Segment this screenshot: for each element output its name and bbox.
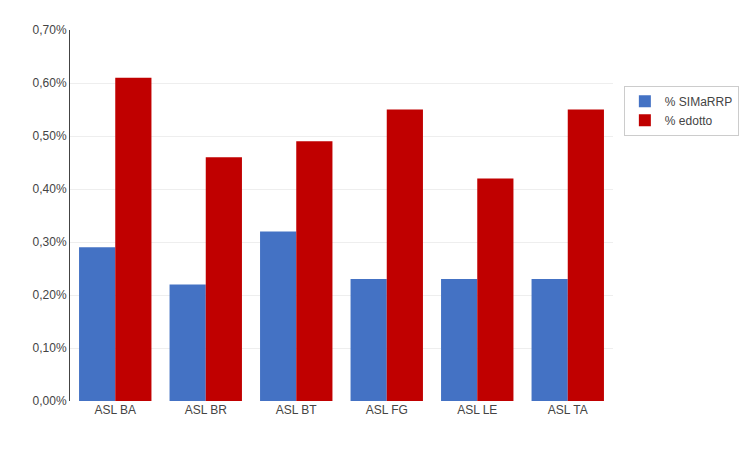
svg-text:% SIMaRRP: % SIMaRRP — [665, 95, 732, 109]
svg-text:ASL FG: ASL FG — [366, 403, 408, 417]
svg-text:0,30%: 0,30% — [33, 235, 67, 249]
svg-text:0,50%: 0,50% — [33, 129, 67, 143]
svg-text:0,70%: 0,70% — [33, 23, 67, 37]
svg-text:0,10%: 0,10% — [33, 341, 67, 355]
svg-text:0,20%: 0,20% — [33, 288, 67, 302]
svg-text:0,60%: 0,60% — [33, 76, 67, 90]
svg-text:ASL TA: ASL TA — [548, 403, 588, 417]
svg-text:ASL BR: ASL BR — [185, 403, 228, 417]
svg-text:0,40%: 0,40% — [33, 182, 67, 196]
svg-text:ASL LE: ASL LE — [457, 403, 497, 417]
svg-text:ASL BT: ASL BT — [276, 403, 318, 417]
svg-text:0,00%: 0,00% — [33, 394, 67, 408]
svg-text:ASL BA: ASL BA — [94, 403, 136, 417]
svg-text:% edotto: % edotto — [665, 114, 713, 128]
